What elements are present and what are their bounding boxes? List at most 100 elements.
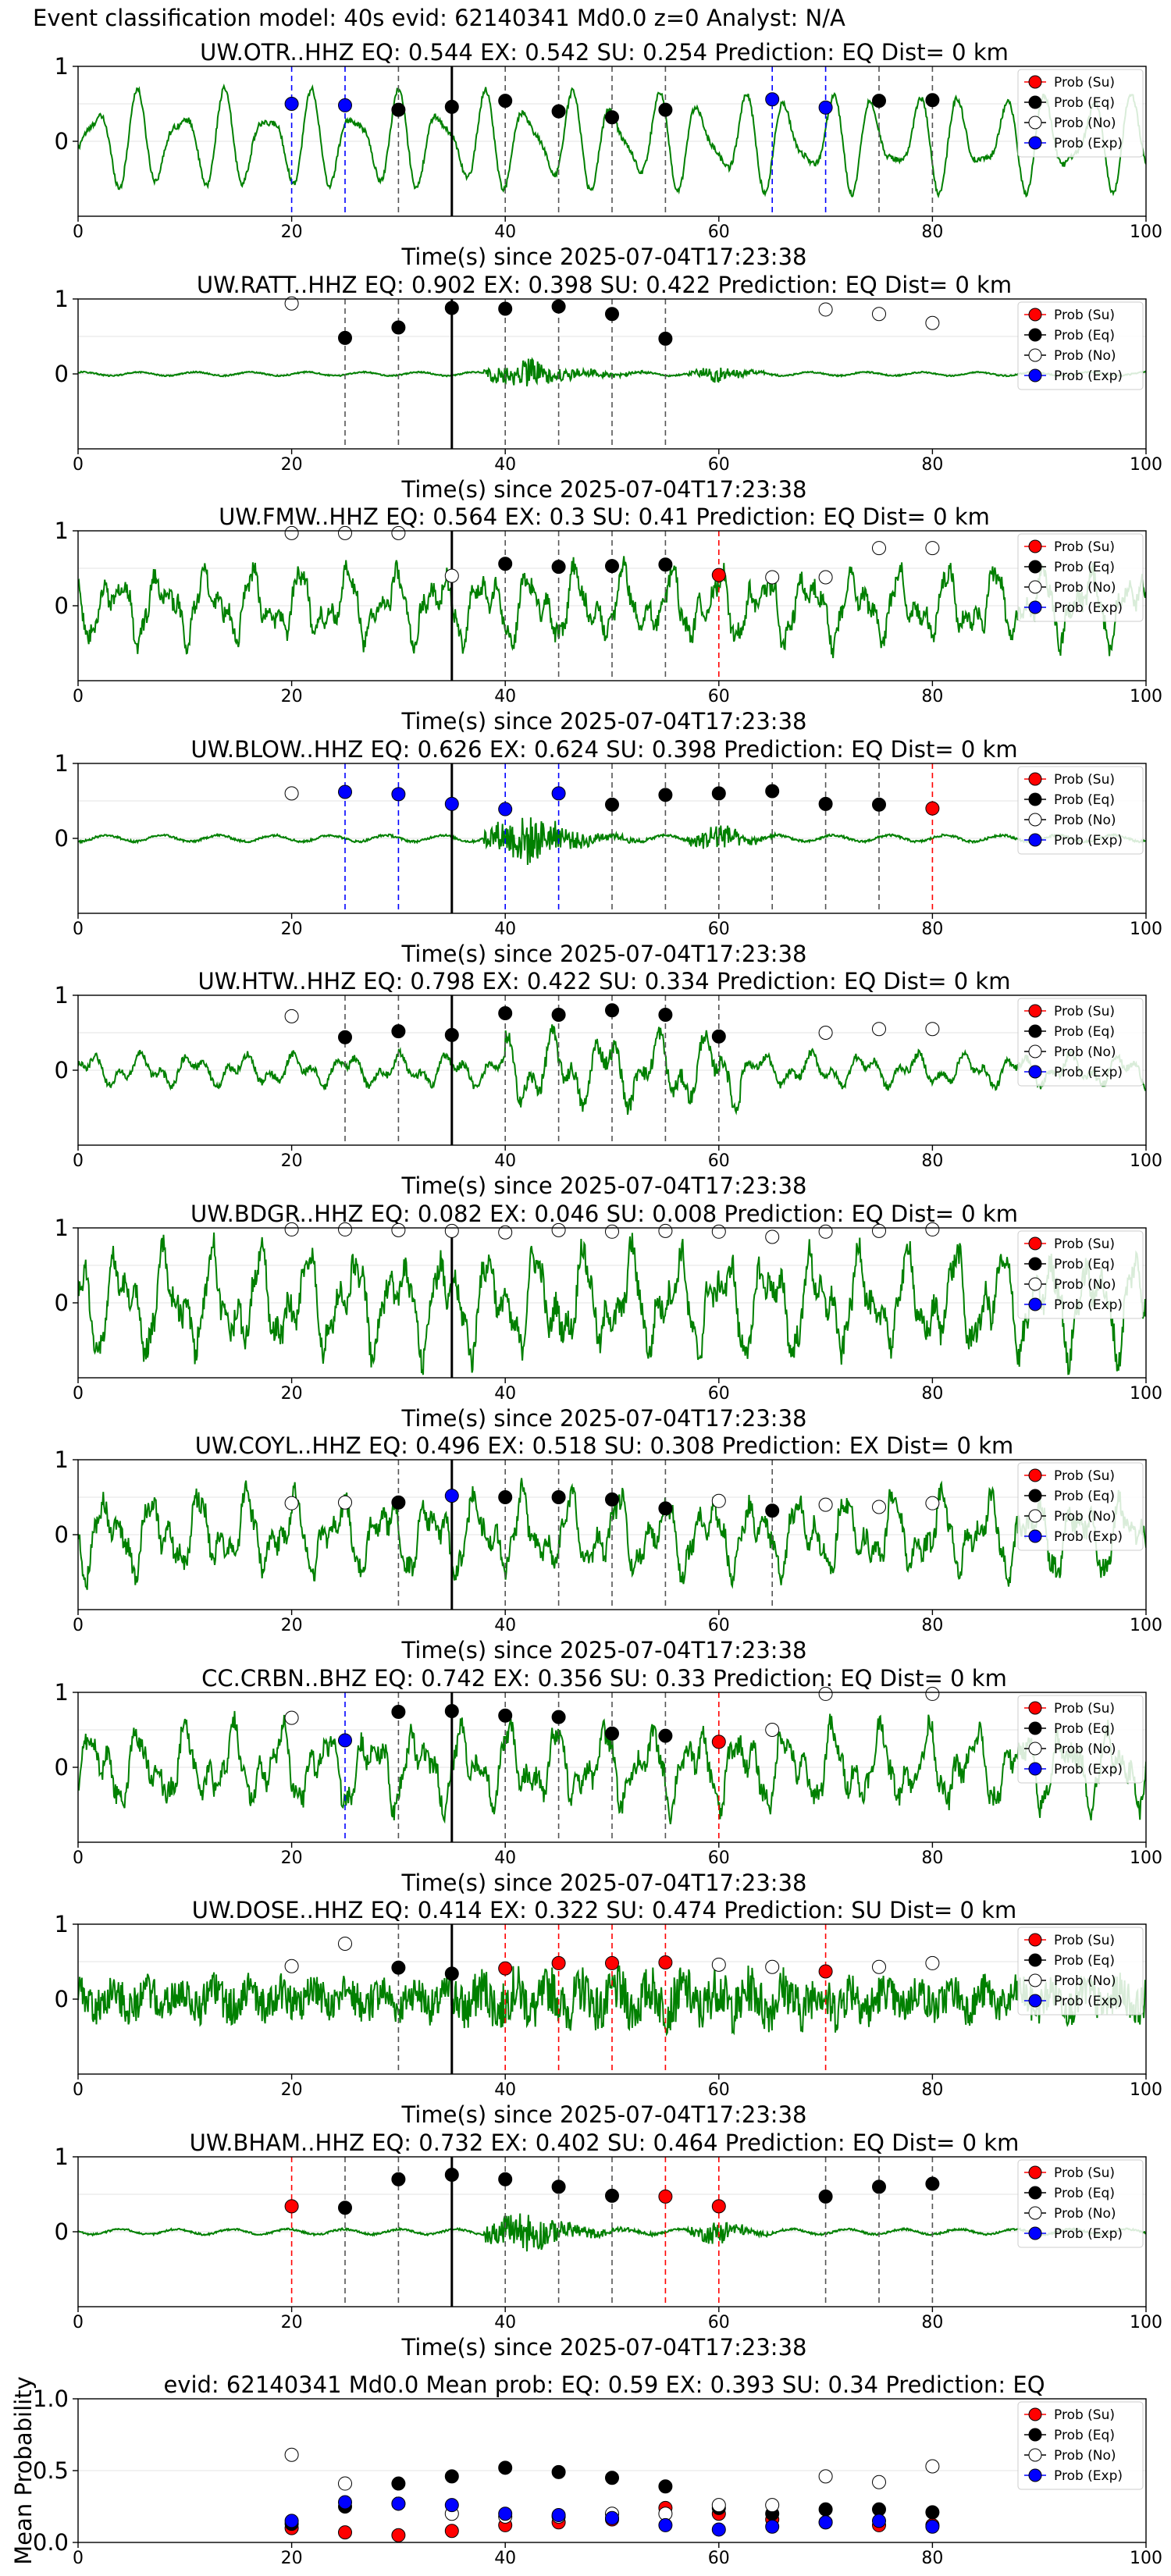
x-tick-label: 20 [281, 2080, 303, 2100]
mean-point [338, 2495, 352, 2510]
legend-label: Prob (No) [1054, 348, 1116, 364]
legend-marker [1028, 1742, 1042, 1756]
prob-point [818, 1224, 833, 1239]
prob-point [338, 330, 352, 345]
legend-box [1017, 2159, 1144, 2248]
legend-marker [1028, 1004, 1042, 1018]
x-tick-label: 20 [281, 2313, 303, 2332]
prob-point [444, 99, 459, 114]
legend-marker [1028, 2468, 1042, 2482]
legend-label: Prob (Eq) [1054, 1489, 1115, 1504]
x-tick-label: 60 [708, 2549, 730, 2568]
x-tick-label: 40 [494, 687, 516, 706]
prob-point [711, 1735, 726, 1749]
legend: Prob (Su) Prob (Eq) Prob (No) Prob (Exp) [1017, 2159, 1144, 2248]
x-axis-label: Time(s) since 2025-07-04T17:23:38 [401, 1637, 807, 1663]
mean-panel: evid: 62140341 Md0.0 Mean prob: EQ: 0.59… [10, 2371, 1162, 2568]
prob-point [605, 1003, 619, 1018]
legend-label: Prob (Exp) [1054, 2468, 1123, 2484]
legend-label: Prob (Exp) [1054, 1297, 1123, 1313]
prob-point [444, 568, 459, 583]
prob-point [338, 785, 352, 799]
legend-marker [1028, 600, 1042, 614]
legend-label: Prob (Su) [1054, 75, 1115, 91]
legend-label: Prob (Eq) [1054, 1721, 1115, 1737]
prob-point [444, 796, 459, 811]
mean-point [765, 2498, 780, 2513]
prob-point [872, 2179, 886, 2194]
prob-point [605, 1492, 619, 1507]
panel-title: UW.BDGR..HHZ EQ: 0.082 EX: 0.046 SU: 0.0… [190, 1201, 1018, 1227]
panel-title: evid: 62140341 Md0.0 Mean prob: EQ: 0.59… [163, 2371, 1045, 2398]
legend-marker [1028, 136, 1042, 150]
x-tick-label: 80 [921, 687, 943, 706]
legend-label: Prob (No) [1054, 580, 1116, 596]
prob-point [818, 796, 833, 811]
legend-marker [1028, 1529, 1042, 1543]
x-tick-label: 100 [1130, 1848, 1162, 1868]
mean-point [925, 2459, 940, 2474]
x-tick-label: 60 [708, 920, 730, 939]
prob-point [925, 1222, 940, 1236]
legend-label: Prob (Exp) [1054, 1762, 1123, 1777]
x-axis-label: Time(s) since 2025-07-04T17:23:38 [401, 1870, 807, 1896]
legend-marker [1028, 2428, 1042, 2442]
legend-marker [1028, 1065, 1042, 1079]
prob-point [658, 1223, 673, 1238]
x-tick-label: 100 [1130, 2549, 1162, 2568]
mean-point [605, 2510, 619, 2525]
prob-point [711, 786, 726, 801]
prob-point [338, 1222, 352, 1236]
prob-point [338, 1495, 352, 1510]
panel: UW.OTR..HHZ EQ: 0.544 EX: 0.542 SU: 0.25… [55, 39, 1162, 270]
prob-point [444, 1704, 459, 1718]
prob-point [551, 104, 566, 119]
prob-point [765, 1503, 780, 1518]
panel-title: UW.COYL..HHZ EQ: 0.496 EX: 0.518 SU: 0.3… [195, 1432, 1014, 1459]
prob-point [391, 787, 406, 802]
prob-point [925, 1955, 940, 1970]
prob-point [872, 1500, 886, 1514]
prob-point [284, 1009, 299, 1023]
prob-point [498, 1490, 513, 1504]
x-tick-label: 20 [281, 455, 303, 475]
x-axis-label: Time(s) since 2025-07-04T17:23:38 [401, 1172, 807, 1199]
legend-label: Prob (Exp) [1054, 1065, 1123, 1080]
prob-point [498, 94, 513, 109]
prob-point [338, 1030, 352, 1044]
prob-point [551, 1007, 566, 1022]
prob-point [765, 1229, 780, 1244]
legend-label: Prob (Su) [1054, 2407, 1115, 2423]
prob-point [658, 331, 673, 346]
legend-marker [1028, 1257, 1042, 1271]
prob-point [391, 102, 406, 117]
mean-point [338, 2476, 352, 2491]
legend-label: Prob (Eq) [1054, 2428, 1115, 2443]
legend-label: Prob (Eq) [1054, 95, 1115, 111]
waveform-trace [78, 1232, 1146, 1375]
legend-marker [1028, 1721, 1042, 1735]
x-tick-label: 100 [1130, 2080, 1162, 2100]
mean-point [765, 2519, 780, 2534]
x-tick-label: 60 [708, 2313, 730, 2332]
figure-title: Event classification model: 40s evid: 62… [33, 5, 845, 31]
y-tick-label: 1 [55, 53, 69, 80]
y-tick-label: 0 [55, 1057, 69, 1083]
mean-point [711, 2498, 726, 2513]
y-tick-label: 0 [55, 1986, 69, 2012]
prob-point [391, 1024, 406, 1039]
x-tick-label: 40 [494, 1848, 516, 1868]
x-axis-label: Time(s) since 2025-07-04T17:23:38 [401, 1405, 807, 1432]
prob-point [338, 98, 352, 112]
prob-point [498, 802, 513, 817]
y-tick-label: 1 [55, 1911, 69, 1937]
legend-marker [1028, 1468, 1042, 1482]
prob-point [872, 94, 886, 109]
prob-point [498, 1708, 513, 1723]
legend-label: Prob (No) [1054, 1277, 1116, 1293]
panel: UW.BHAM..HHZ EQ: 0.732 EX: 0.402 SU: 0.4… [55, 2129, 1162, 2361]
x-tick-label: 0 [73, 455, 84, 475]
mean-point [925, 2519, 940, 2534]
legend-marker [1028, 1953, 1042, 1967]
